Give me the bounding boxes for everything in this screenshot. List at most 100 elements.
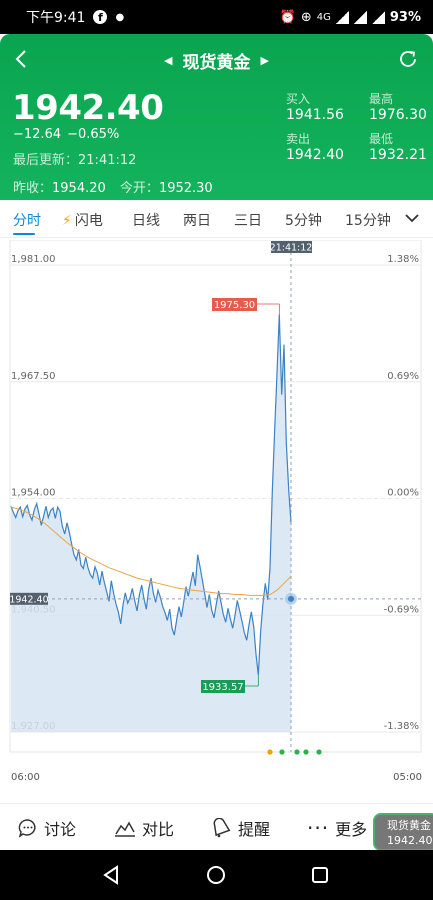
sell-label: 卖出 <box>286 132 311 146</box>
signal-icon <box>335 10 349 24</box>
compare-label: 对比 <box>142 820 175 839</box>
event-marker-dot <box>294 749 300 755</box>
next-instrument-button[interactable]: ▶ <box>260 54 269 67</box>
y-tick-label-right: 0.00% <box>387 488 419 499</box>
timeframe-tabs: 分时 ⚡ 闪电 日线 两日 三日 5分钟 15分钟 <box>0 200 433 238</box>
crosshair-price-label: 1942.40 <box>9 594 48 605</box>
open-value: 1952.30 <box>158 181 213 196</box>
event-marker-dot <box>267 749 273 755</box>
wifi-icon <box>371 10 385 24</box>
price-line <box>10 314 292 675</box>
max-label-box <box>212 298 257 311</box>
y-tick-label-left: 1,954.00 <box>11 488 56 499</box>
y-tick-label-right: 0.69% <box>387 371 419 382</box>
high-value: 1976.30 <box>369 107 427 123</box>
refresh-button[interactable] <box>397 48 419 70</box>
chart-line-icon <box>115 821 135 837</box>
x-tick-label-start: 06:00 <box>11 772 40 783</box>
page-title: 现货黄金 <box>182 53 251 73</box>
battery-level: 93% <box>389 9 421 25</box>
float-card-title: 现货黄金 <box>387 819 431 832</box>
tab-three-day[interactable]: 三日 <box>234 213 262 229</box>
tab-flash[interactable]: ⚡ 闪电 <box>62 210 103 230</box>
chart-canvas[interactable]: 1,981.00 1.38% 1,967.50 0.69% 1,954.00 0.00% 1… <box>0 240 433 800</box>
chevron-left-icon <box>15 50 26 68</box>
active-tab-indicator <box>13 233 35 235</box>
tab-flash-label: 闪电 <box>74 213 103 229</box>
nav-recents-icon[interactable] <box>309 864 331 886</box>
y-tick-label-right: -1.38% <box>384 721 419 732</box>
float-card-price: 1942.40 <box>387 834 433 847</box>
event-marker-dot <box>316 749 322 755</box>
open-label: 今开： <box>119 181 159 196</box>
remind-label: 提醒 <box>238 820 271 839</box>
crosshair-time-box <box>271 241 312 253</box>
last-update: 最后更新：21:41:12 <box>13 149 136 168</box>
max-label: 1975.30 <box>214 300 255 311</box>
chevron-down-icon <box>405 214 419 223</box>
facebook-icon: f <box>93 10 108 24</box>
tab-intraday[interactable]: 分时 <box>13 213 41 229</box>
prev-instrument-button[interactable]: ◀ <box>164 54 173 67</box>
intraday-chart[interactable]: 1,981.00 1.38% 1,967.50 0.69% 1,954.00 0.00% 1… <box>0 240 433 800</box>
change-percent: −0.65% <box>67 127 120 142</box>
floating-quote-card[interactable]: 现货黄金 1942.40 <box>373 813 433 851</box>
price-change: −12.64 −0.65% <box>13 127 125 142</box>
high-label: 最高 <box>369 92 394 106</box>
more-timeframes-button[interactable] <box>403 209 421 227</box>
back-button[interactable] <box>10 48 34 72</box>
low-value: 1932.21 <box>369 147 427 163</box>
nav-home-icon[interactable] <box>205 864 227 886</box>
tab-5min[interactable]: 5分钟 <box>285 213 322 229</box>
x-tick-label-end: 05:00 <box>393 772 422 783</box>
buy-value: 1941.56 <box>286 107 344 123</box>
bell-icon <box>213 818 231 838</box>
tab-two-day[interactable]: 两日 <box>183 213 211 229</box>
nav-bar: ◀ 现货黄金 ▶ <box>0 48 433 73</box>
more-label: 更多 <box>335 820 368 839</box>
lightning-icon: ⚡ <box>62 213 72 229</box>
discuss-label: 讨论 <box>44 820 77 839</box>
nav-back-icon[interactable] <box>100 864 122 886</box>
y-tick-label-left: 1,967.50 <box>11 371 56 382</box>
current-price: 1942.40 <box>12 88 164 128</box>
title-switcher: ◀ 现货黄金 ▶ <box>164 48 269 73</box>
change-value: −12.64 <box>13 127 62 142</box>
crosshair-dot <box>288 595 294 602</box>
y-tick-label-right: 1.38% <box>387 254 419 265</box>
update-label: 最后更新： <box>13 153 79 168</box>
tab-daily[interactable]: 日线 <box>132 213 160 229</box>
price-area <box>11 314 291 732</box>
more-button[interactable]: ··· 更多 <box>307 816 367 840</box>
signal-2-icon <box>353 10 367 24</box>
prev-close-label: 昨收： <box>13 181 53 196</box>
min-label-box <box>201 680 245 693</box>
prev-close-value: 1954.20 <box>52 181 106 196</box>
more-dots-icon: ··· <box>307 816 330 840</box>
notification-dot-icon: ● <box>115 11 125 23</box>
alarm-icon: ⏰ <box>279 9 296 25</box>
remind-button[interactable]: 提醒 <box>210 816 270 840</box>
min-label: 1933.57 <box>202 682 243 693</box>
quote-header: ◀ 现货黄金 ▶ 1942.40 −12.64 −0.65% 最后更新：21:41… <box>0 34 433 200</box>
bottom-toolbar: 讨论 对比 提醒 ··· 更多 现货黄金 1942.40 <box>0 803 433 851</box>
compare-button[interactable]: 对比 <box>114 816 174 840</box>
crosshair-time-label: 21:41:12 <box>270 243 313 254</box>
network-type: 4G <box>316 11 331 23</box>
refresh-icon <box>400 51 416 67</box>
average-line <box>10 506 292 596</box>
status-time: 下午9:41 <box>26 10 86 26</box>
chat-bubble-icon <box>18 819 36 838</box>
event-marker-dot <box>279 749 285 755</box>
data-saver-icon: ⊕ <box>300 9 312 25</box>
status-bar: 下午9:41 f ● ⏰ ⊕ 4G 93% <box>0 0 433 34</box>
low-label: 最低 <box>369 132 394 146</box>
sell-value: 1942.40 <box>286 147 344 163</box>
event-marker-dot <box>303 749 309 755</box>
system-nav-bar <box>0 850 433 900</box>
tab-15min[interactable]: 15分钟 <box>345 213 391 229</box>
y-tick-label-left: 1,981.00 <box>11 254 56 265</box>
crosshair-price-box <box>10 592 48 605</box>
chart-frame <box>9 240 422 753</box>
discuss-button[interactable]: 讨论 <box>18 816 76 840</box>
